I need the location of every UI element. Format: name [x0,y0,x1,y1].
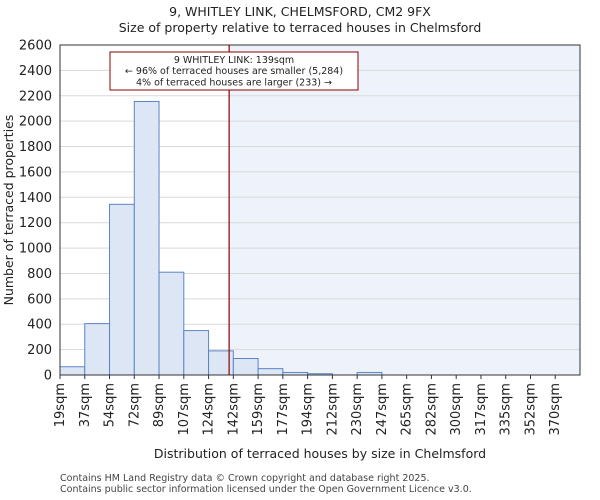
plot-frame [59,44,581,376]
annotation-line: 4% of terraced houses are larger (233) → [136,77,332,88]
x-tick-label: 230sqm [350,383,365,436]
x-tick-label: 335sqm [499,383,514,436]
y-tick-label: 0 [44,369,52,384]
x-tick-label: 142sqm [226,383,241,436]
y-tick-label: 1800 [19,140,52,155]
x-tick-label: 300sqm [449,383,464,436]
x-tick-label: 177sqm [276,383,291,436]
x-tick-label: 89sqm [152,383,167,427]
x-tick-label: 247sqm [375,383,390,436]
chart-subtitle: Size of property relative to terraced ho… [118,20,482,35]
histogram-bar [257,368,284,376]
histogram-bar [133,100,160,376]
x-tick-label: 317sqm [474,383,489,436]
y-axis-label: Number of terraced properties [1,115,16,306]
y-tick-label: 1600 [19,165,52,180]
x-tick-label: 54sqm [103,383,118,427]
x-tick-label: 19sqm [53,383,68,427]
x-tick-label: 124sqm [202,383,217,436]
annotation-line: 9 WHITLEY LINK: 139sqm [174,55,294,66]
larger-region-shade [229,45,580,375]
histogram-bar [158,271,185,376]
y-tick-label: 200 [27,343,52,358]
x-tick-label: 72sqm [127,383,142,427]
histogram-bar [183,330,210,376]
histogram-bar [232,358,259,376]
y-tick-label: 600 [27,292,52,307]
x-tick-label: 107sqm [177,383,192,436]
x-tick-label: 370sqm [548,383,563,436]
footer-licence: Contains public sector information licen… [60,484,472,495]
annotation-line: ← 96% of terraced houses are smaller (5,… [125,66,343,77]
x-tick-label: 37sqm [78,383,93,427]
y-tick-label: 800 [27,267,52,282]
y-tick-label: 2400 [19,64,52,79]
y-tick-label: 1000 [19,242,52,257]
y-tick-label: 2200 [19,89,52,104]
x-tick-label: 212sqm [325,383,340,436]
chart-title: 9, WHITLEY LINK, CHELMSFORD, CM2 9FX [169,4,431,19]
footer-copyright: Contains HM Land Registry data © Crown c… [60,473,430,484]
x-axis-label: Distribution of terraced houses by size … [154,446,486,461]
y-tick-label: 1200 [19,216,52,231]
y-tick-label: 1400 [19,191,52,206]
annotation-box [109,51,359,91]
x-tick-label: 282sqm [424,383,439,436]
x-tick-label: 159sqm [251,383,266,436]
x-tick-label: 265sqm [400,383,415,436]
y-tick-label: 2000 [19,115,52,130]
histogram-bar [84,323,111,376]
histogram-bar [109,203,135,376]
y-tick-label: 400 [27,318,52,333]
x-tick-label: 194sqm [301,383,316,436]
histogram-bar [59,366,86,376]
x-tick-label: 352sqm [523,383,538,436]
y-tick-label: 2600 [19,39,52,54]
